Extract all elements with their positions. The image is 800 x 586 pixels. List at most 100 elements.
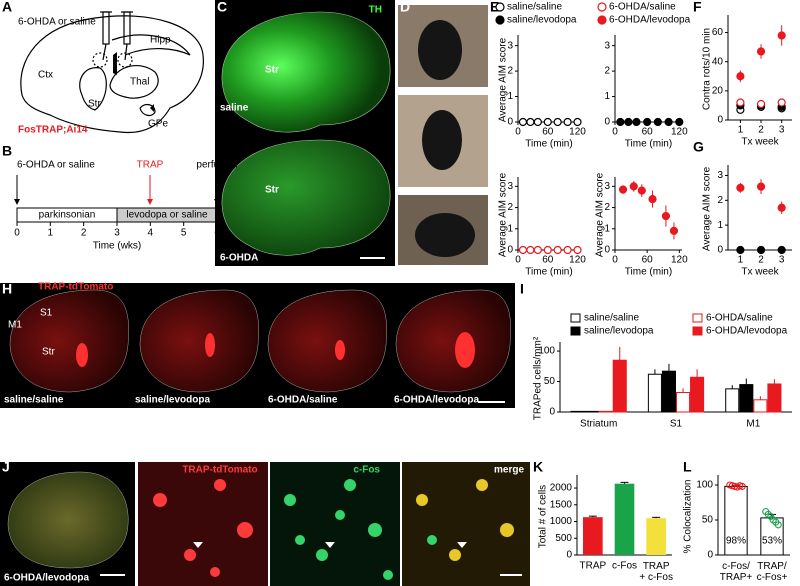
x-tick-label: 2: [758, 255, 764, 266]
y-tick-label: 2: [604, 66, 610, 77]
x-tick-label: 0: [612, 255, 618, 266]
bar: [676, 392, 691, 413]
bar: [767, 383, 782, 413]
cells: [284, 479, 393, 580]
panel-label: F: [693, 0, 702, 15]
y-axis-label: TRAPed cells/mm²: [533, 336, 544, 420]
x-tick-label: 120: [569, 127, 586, 138]
legend-marker: [597, 15, 607, 25]
y-tick-label: 1: [507, 91, 513, 102]
bar: [753, 399, 768, 413]
data-point: [777, 203, 786, 212]
legend-label: saline/saline: [584, 313, 639, 324]
cells: [416, 479, 514, 561]
brain-section: [7, 471, 129, 569]
bar: [570, 410, 585, 413]
y-tick-label: 1: [604, 91, 610, 102]
x-tick-label: 1: [738, 125, 744, 136]
legend-marker: [692, 313, 703, 323]
data-point: [553, 117, 562, 127]
x-axis-label: Tx week: [741, 267, 779, 278]
arrowhead: [14, 199, 20, 205]
panel-label: L: [683, 459, 692, 475]
legend-label: saline/levodopa: [584, 326, 654, 337]
y-tick-label: 2000: [550, 483, 573, 494]
y-tick-label: 2: [507, 66, 513, 77]
data-point: [777, 31, 786, 40]
axis-label: Time (wks): [93, 241, 142, 252]
data-point: [624, 117, 633, 127]
region-label: Str: [88, 99, 101, 110]
data-point: [563, 117, 572, 127]
region-label: GPe: [148, 119, 168, 130]
y-tick-label: 0: [507, 117, 513, 128]
x-tick-label: 0: [612, 127, 618, 138]
data-point: [543, 245, 552, 255]
region-label: M1: [8, 320, 22, 331]
image-label: Str: [265, 185, 279, 196]
data-point: [736, 72, 745, 81]
bar: [725, 388, 740, 413]
data-point: [756, 182, 766, 191]
x-tick-label: 60: [642, 255, 654, 266]
data-point: [526, 245, 535, 255]
y-tick-label: 0: [707, 550, 713, 561]
x-tick-label: S1: [670, 419, 683, 430]
tick-label: 0: [14, 228, 20, 239]
annotation: 6-OHDA or saline: [18, 17, 96, 28]
legend-marker: [570, 326, 581, 336]
y-tick-label: 1: [604, 223, 610, 234]
x-tick-label: 2: [758, 125, 764, 136]
y-tick-label: 0: [507, 245, 513, 256]
tick-label: 6: [214, 228, 220, 239]
tick-label: 2: [81, 228, 87, 239]
stain-label: TRAP-tdTomato: [38, 282, 113, 293]
bar: [583, 517, 603, 555]
brain-section: [221, 11, 391, 133]
region-label: Str: [42, 347, 55, 358]
data-point: [756, 99, 766, 109]
panel-label: D: [400, 0, 410, 15]
y-tick-label: 3: [604, 181, 610, 192]
x-tick-label: 0: [515, 255, 521, 266]
x-tick-label: 120: [671, 255, 688, 266]
panel-label: A: [2, 0, 12, 15]
y-tick-label: 0: [604, 245, 610, 256]
y-axis-label: Average AIM score: [702, 166, 713, 251]
x-axis-label: Time (min): [525, 267, 572, 278]
x-tick-label: 0: [515, 127, 521, 138]
data-point: [643, 117, 652, 127]
legend-marker: [570, 313, 581, 323]
x-tick-label: M1: [746, 419, 760, 430]
x-tick-label: Striatum: [580, 419, 617, 430]
y-tick-label: 50: [544, 376, 556, 387]
data-point: [518, 117, 528, 127]
legend-label: 6-OHDA/levodopa: [706, 326, 788, 337]
tick-label: 5: [181, 228, 187, 239]
x-tick-label: TRAP + c-Fos: [639, 561, 673, 583]
panel-label: I: [520, 281, 524, 297]
condition-label: saline/levodopa: [135, 395, 210, 406]
bar: [612, 359, 627, 413]
x-axis-label: Time (min): [625, 139, 672, 150]
bar: [646, 518, 666, 555]
y-axis-label: Average AIM score: [498, 37, 509, 122]
y-axis-label: Contra rots/10 min: [702, 28, 713, 110]
phase-label: parkinsonian: [39, 210, 96, 221]
legend-marker: [597, 2, 607, 12]
y-tick-label: 3: [604, 40, 610, 51]
panel-label: E: [490, 0, 499, 15]
data-point: [653, 117, 662, 127]
data-point: [573, 117, 582, 127]
y-tick-label: 3: [507, 181, 513, 192]
legend-label: 6-OHDA/levodopa: [609, 15, 691, 26]
data-point: [777, 245, 786, 255]
bar: [598, 410, 613, 413]
data-point: [629, 182, 638, 191]
channel-image: [402, 462, 530, 586]
mouse: [422, 110, 462, 170]
y-tick-label: 0: [717, 115, 723, 126]
legend-label: 6-OHDA/saline: [609, 2, 676, 13]
data-point: [664, 117, 673, 127]
